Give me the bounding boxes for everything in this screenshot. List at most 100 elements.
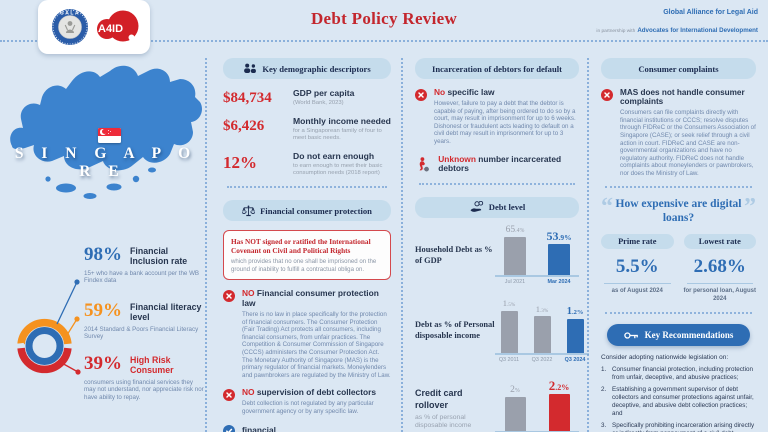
bar: [548, 393, 570, 431]
bar: [533, 316, 551, 353]
prisoner-ball-chain-icon: [419, 156, 429, 172]
demo-label: Monthly income needed: [293, 116, 391, 127]
incarceration-heading-label: Incarceration of debtors for default: [431, 63, 562, 74]
x-circle-icon: [223, 389, 235, 402]
stat-label: High Risk Consumer: [130, 355, 174, 375]
no-specific-law-item: No specific law However, failure to pay …: [415, 87, 579, 146]
item-text: Consumer financial protection, including…: [612, 366, 754, 382]
x-tick: Q3 2011: [498, 356, 520, 363]
debt-level-heading-label: Debt level: [488, 202, 526, 213]
demo-sub: to earn enough to meet their basic consu…: [293, 163, 383, 177]
chart-title: Debt as % of Personal disposable income: [415, 320, 495, 340]
org-block: Global Alliance for Legal Aid in partner…: [596, 9, 758, 38]
ombudsman-title: financial ombudsman/arbiter/mediator: [242, 425, 276, 432]
scales-icon: [242, 205, 256, 216]
digital-loans-title: How expensive are digital loans?: [615, 198, 742, 225]
dotted-divider: [227, 186, 387, 189]
demo-label: Do not earn enough: [293, 151, 375, 162]
bar: [504, 397, 526, 431]
demo-label: GDP per capita: [293, 88, 355, 98]
stat-financial-inclusion: 98% Financial Inclusion rate 15+ who hav…: [84, 244, 204, 285]
stat-value: 59%: [84, 300, 122, 321]
chart-subtitle: as % of personal disposable income: [415, 413, 472, 430]
recommendation-item: 2. Establishing a government supervisor …: [601, 386, 756, 418]
close-quote-icon: ”: [744, 194, 756, 221]
divider: [604, 283, 671, 284]
prime-rate-pill: Prime rate: [601, 234, 674, 249]
header-dotted-divider: [0, 40, 768, 42]
a4id-logo: A4ID: [96, 10, 138, 42]
no-law-item: NO Financial consumer protection law The…: [223, 288, 391, 379]
no-specific-law-title: No specific law: [434, 87, 495, 97]
stat-label: Financial literacy level: [130, 302, 202, 322]
key-recommendations-heading: Key Recommendations: [607, 324, 750, 346]
stat-value: 39%: [84, 353, 122, 374]
recommendations-list: 1. Consumer financial protection, includ…: [601, 366, 756, 432]
chart-title: Credit card rollover as % of personal di…: [415, 388, 495, 430]
covenant-box: Has NOT signed or ratified the Internati…: [223, 230, 391, 281]
item-text: Specifically prohibiting incarceration a…: [612, 422, 755, 432]
gala-logo-text: GALA: [59, 11, 79, 17]
x-tick: Q3 2022: [531, 356, 553, 363]
bar: [566, 319, 584, 353]
bar-value-label: 65.4%: [505, 224, 525, 235]
demographics-heading: Key demographic descriptors: [223, 58, 391, 79]
org-name: Global Alliance for Legal Aid: [663, 9, 758, 16]
prime-rate-card: Prime rate 5.5% as of August 2024: [601, 234, 674, 303]
lowest-rate-card: Lowest rate 2.68% for personal loan, Aug…: [683, 234, 756, 303]
item-number: 2.: [601, 386, 607, 394]
map-icon: [10, 65, 202, 199]
page-title: Debt Policy Review: [310, 9, 458, 28]
chart-credit-card-rollover: Credit card rollover as % of personal di…: [415, 379, 579, 432]
chart-household-debt: Household Debt as % of GDP 65.4% 53.9%: [415, 224, 579, 286]
recommendations-intro: Consider adopting nationwide legislation…: [601, 354, 729, 361]
demo-item-income: $6,426 Monthly income needed for a Singa…: [223, 116, 391, 142]
bar-value-label: 1.3%: [535, 303, 549, 314]
incarcerated-debtors-text: Unknown number incarcerated debtors: [438, 153, 562, 174]
debt-level-heading: Debt level: [415, 196, 579, 218]
chart-title: Household Debt as % of GDP: [415, 245, 493, 265]
mas-title: MAS does not handle consumer complaints: [620, 88, 745, 107]
people-icon: [244, 63, 257, 73]
x-tick: Mar 2024: [547, 279, 571, 286]
incarceration-heading: Incarceration of debtors for default: [415, 58, 579, 79]
dotted-divider: [605, 312, 752, 314]
a4id-logo-text: A4ID: [98, 23, 123, 35]
stat-value: 98%: [84, 244, 122, 265]
demographics-column: Key demographic descriptors $84,734 GDP …: [205, 46, 401, 432]
x-tick: Q3 2024: [564, 356, 586, 363]
chart-debt-disposable: Debt as % of Personal disposable income …: [415, 299, 589, 363]
no-specific-law-body: However, failure to pay a debt that the …: [434, 100, 576, 145]
dotted-divider: [419, 182, 575, 185]
open-quote-icon: “: [601, 194, 613, 221]
item-number: 3.: [601, 422, 607, 430]
x-circle-icon: [415, 89, 427, 101]
x-circle-icon: [223, 290, 235, 303]
bar-value-label: 2.2%: [548, 377, 570, 393]
no-supervision-item: NO supervision of debt collectors Debt c…: [223, 387, 391, 415]
stat-label: Financial Inclusion rate: [130, 246, 188, 266]
chart-plot: 1.5% 1.3% 1.2% Q3 2011: [495, 298, 589, 363]
chart-plot: 65.4% 53.9% Jul 2021 Mar 2024: [495, 224, 579, 286]
incarceration-column: Incarceration of debtors for default No …: [401, 46, 589, 432]
gala-logo: GALA: [51, 9, 88, 45]
complaints-heading: Consumer complaints: [601, 58, 756, 79]
demo-value: 12%: [223, 153, 257, 173]
no-supervision-body: Debt collection is not regulated by any …: [242, 400, 374, 415]
bar-value-label: 1.5%: [502, 298, 516, 309]
protection-heading-label: Financial consumer protection: [260, 205, 372, 216]
country-name: S I N G A P O R E: [14, 145, 198, 180]
singapore-flag-icon: [98, 128, 121, 143]
bar: [548, 244, 570, 276]
incarcerated-debtors-item: Unknown number incarcerated debtors: [415, 153, 579, 174]
header: GALA A4ID Debt Policy Review Global Alli…: [0, 0, 768, 54]
stat-desc: 15+ who have a bank account per the WB F…: [84, 269, 200, 285]
bar-value-label: 2%: [510, 384, 520, 395]
lowest-rate-note: for personal loan, August 2024: [683, 288, 756, 302]
item-number: 1.: [601, 366, 607, 374]
x-circle-icon: [601, 89, 613, 101]
bar: [504, 237, 526, 276]
covenant-title: Has NOT signed or ratified the Internati…: [231, 237, 371, 256]
mas-body: Consumers can file complaints directly w…: [620, 109, 756, 177]
recommendation-item: 1. Consumer financial protection, includ…: [601, 366, 756, 382]
